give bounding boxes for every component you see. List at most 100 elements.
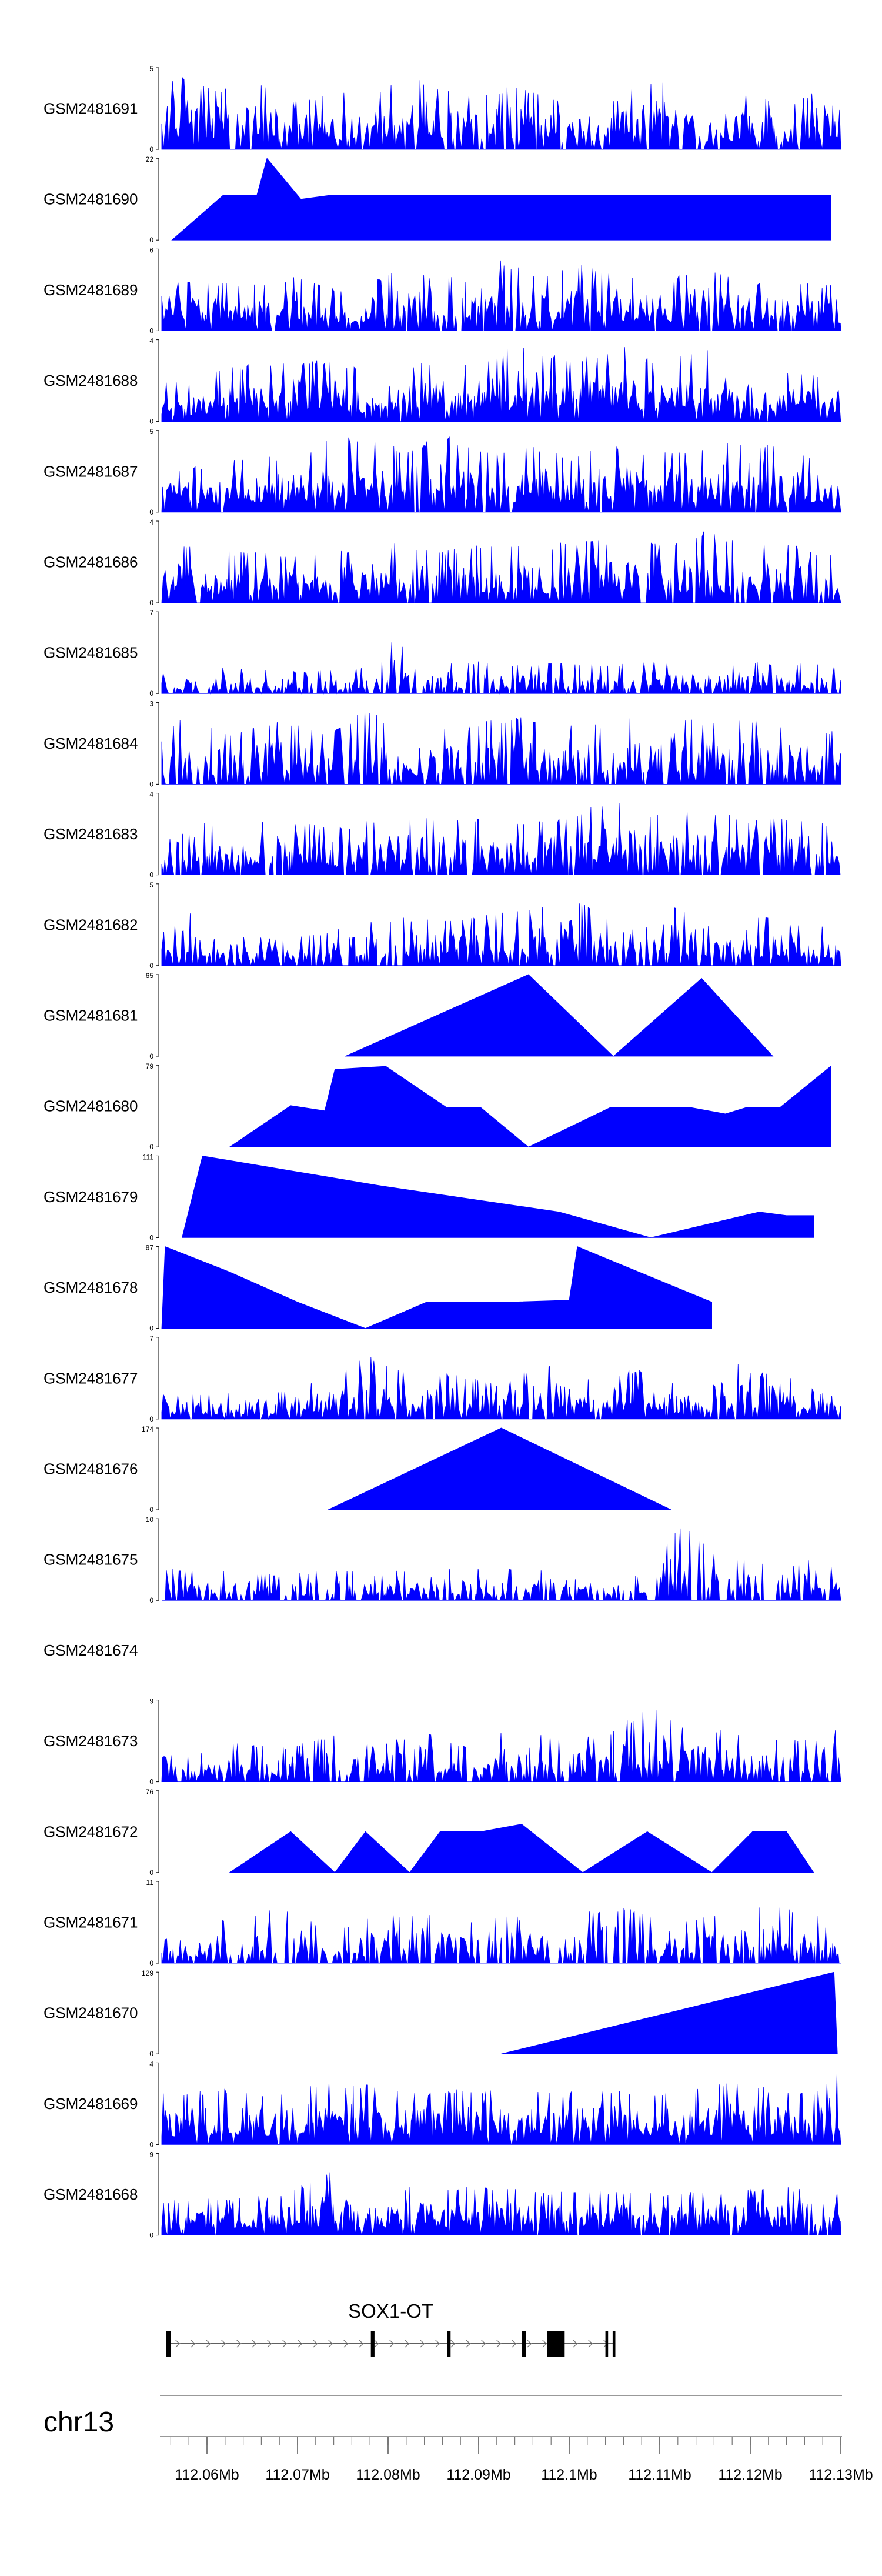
- coverage-area: [161, 436, 841, 513]
- track-label: GSM2481680: [44, 1097, 138, 1115]
- coverage-area: [328, 1427, 671, 1510]
- track-GSM2481676: GSM2481676 174 0: [44, 1425, 671, 1514]
- coverage-area: [161, 803, 841, 875]
- strand-arrow: [542, 2340, 547, 2348]
- strand-arrow: [359, 2340, 364, 2348]
- gene-exon: [522, 2331, 526, 2357]
- y-axis-max-label: 9: [149, 1697, 153, 1706]
- gene-label: SOX1-OT: [348, 2300, 433, 2322]
- y-axis-max-label: 79: [146, 1062, 154, 1070]
- coverage-area: [161, 260, 841, 331]
- axis-tick-label: 112.12Mb: [718, 2467, 782, 2483]
- track-label: GSM2481688: [44, 372, 138, 389]
- track-label: GSM2481689: [44, 281, 138, 299]
- track-label: GSM2481676: [44, 1460, 138, 1478]
- strand-arrow: [206, 2340, 211, 2348]
- track-GSM2481690: GSM2481690 22 0: [44, 155, 831, 244]
- track-label: GSM2481674: [44, 1641, 138, 1659]
- coverage-area: [161, 710, 841, 785]
- track-GSM2481673: GSM2481673 9 0: [44, 1697, 841, 1786]
- y-axis-min-label: 0: [149, 1415, 153, 1423]
- gene-exon: [605, 2331, 609, 2357]
- coverage-area: [161, 76, 841, 150]
- axis-tick-label: 112.08Mb: [356, 2467, 420, 2483]
- y-axis-min-label: 0: [149, 1233, 153, 1242]
- genome-axis-track: chr13 112.06Mb 112.07Mb 112.08Mb 112.09Mb 11…: [44, 2395, 873, 2483]
- gene-exon: [547, 2331, 565, 2357]
- strand-arrow: [450, 2340, 456, 2348]
- y-axis-min-label: 0: [149, 418, 153, 426]
- coverage-area: [161, 903, 841, 967]
- coverage-area: [161, 2172, 841, 2235]
- gene-exon: [166, 2331, 171, 2357]
- track-label: GSM2481672: [44, 1823, 138, 1840]
- coverage-area: [161, 1710, 841, 1782]
- track-label: GSM2481681: [44, 1007, 138, 1025]
- y-axis-max-label: 174: [142, 1425, 153, 1433]
- y-axis-min-label: 0: [149, 1778, 153, 1786]
- strand-arrow: [496, 2340, 502, 2348]
- gene-annotation-track: SOX1-OT: [166, 2300, 616, 2357]
- strand-arrow: [512, 2340, 517, 2348]
- track-GSM2481678: GSM2481678 87 0: [44, 1244, 712, 1333]
- track-label: GSM2481670: [44, 2004, 138, 2022]
- y-axis-min-label: 0: [149, 508, 153, 516]
- y-axis-max-label: 4: [149, 518, 153, 526]
- coverage-area: [161, 2074, 841, 2145]
- strand-arrow: [221, 2340, 226, 2348]
- track-GSM2481671: GSM2481671 11 0: [44, 1878, 841, 1967]
- y-axis-max-label: 5: [149, 428, 153, 436]
- strand-arrow: [236, 2340, 242, 2348]
- y-axis-min-label: 0: [149, 871, 153, 879]
- strand-arrow: [466, 2340, 471, 2348]
- axis-tick-label: 112.1Mb: [541, 2467, 597, 2483]
- track-GSM2481675: GSM2481675 10 0: [44, 1516, 841, 1604]
- strand-arrow: [267, 2340, 272, 2348]
- strand-arrow: [313, 2340, 318, 2348]
- strand-arrow: [481, 2340, 486, 2348]
- strand-arrow: [374, 2340, 379, 2348]
- y-axis-max-label: 4: [149, 2060, 153, 2068]
- coverage-area: [171, 158, 831, 241]
- y-axis-max-label: 4: [149, 337, 153, 345]
- track-GSM2481691: GSM2481691 5 0: [44, 65, 841, 154]
- y-axis-max-label: 22: [146, 155, 154, 163]
- y-axis-min-label: 0: [149, 1052, 153, 1060]
- strand-arrow: [175, 2340, 181, 2348]
- coverage-area: [345, 974, 774, 1057]
- chromosome-label: chr13: [44, 2407, 114, 2438]
- y-axis-max-label: 4: [149, 790, 153, 799]
- strand-arrow: [252, 2340, 257, 2348]
- y-axis-min-label: 0: [149, 962, 153, 970]
- y-axis-min-label: 0: [149, 599, 153, 607]
- strand-arrow: [282, 2340, 288, 2348]
- track-GSM2481680: GSM2481680 79 0: [44, 1062, 831, 1151]
- y-axis-max-label: 6: [149, 246, 153, 254]
- track-GSM2481685: GSM2481685 7 0: [44, 609, 841, 698]
- track-GSM2481688: GSM2481688 4 0: [44, 337, 841, 426]
- track-GSM2481669: GSM2481669 4 0: [44, 2060, 841, 2148]
- track-GSM2481668: GSM2481668 9 0: [44, 2151, 841, 2240]
- y-axis-min-label: 0: [149, 1324, 153, 1333]
- axis-tick-label: 112.11Mb: [628, 2467, 691, 2483]
- y-axis-min-label: 0: [149, 145, 153, 154]
- coverage-area: [161, 1907, 841, 1964]
- strand-arrow: [298, 2340, 303, 2348]
- coverage-area: [182, 1155, 814, 1238]
- y-axis-max-label: 11: [146, 1878, 154, 1887]
- y-axis-max-label: 5: [149, 881, 153, 889]
- strand-arrow: [191, 2340, 196, 2348]
- track-GSM2481670: GSM2481670 129 0: [44, 1969, 838, 2058]
- track-GSM2481684: GSM2481684 3 0: [44, 699, 841, 788]
- y-axis-min-label: 0: [149, 326, 153, 335]
- y-axis-max-label: 10: [146, 1516, 154, 1524]
- y-axis-min-label: 0: [149, 1506, 153, 1514]
- coverage-area: [161, 347, 841, 422]
- track-GSM2481679: GSM2481679 111 0: [44, 1153, 814, 1242]
- coverage-area: [162, 1528, 841, 1601]
- y-axis-min-label: 0: [149, 780, 153, 788]
- track-GSM2481689: GSM2481689 6 0: [44, 246, 841, 335]
- track-label: GSM2481682: [44, 916, 138, 933]
- axis-tick-label: 112.07Mb: [265, 2467, 329, 2483]
